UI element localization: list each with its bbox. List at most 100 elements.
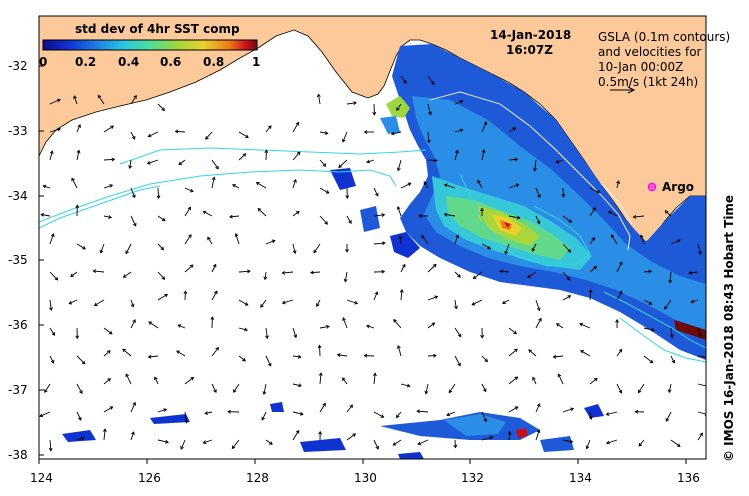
velocity-arrow-head	[381, 213, 386, 218]
velocity-arrow-head	[457, 274, 461, 278]
velocity-arrow	[184, 411, 188, 423]
velocity-arrow	[49, 99, 61, 105]
velocity-arrow-head	[366, 159, 371, 164]
colorbar-tick: 0.6	[160, 55, 181, 69]
velocity-arrow	[528, 349, 537, 357]
velocity-arrow	[423, 181, 429, 189]
velocity-arrow-head	[591, 236, 595, 241]
velocity-arrow	[319, 403, 326, 413]
velocity-arrow-head	[390, 131, 395, 136]
velocity-arrow-head	[457, 333, 462, 338]
lat-tick-label: -37	[8, 383, 28, 397]
velocity-arrow-head	[281, 270, 286, 275]
velocity-arrow-head	[180, 446, 184, 450]
velocity-arrow-head	[527, 274, 531, 279]
colorbar-tick: 0.8	[203, 55, 224, 69]
velocity-arrow-head	[132, 222, 137, 227]
velocity-arrow-head	[215, 346, 219, 351]
velocity-arrow	[238, 327, 248, 331]
velocity-arrow	[292, 122, 299, 133]
velocity-arrow-head	[396, 344, 401, 349]
velocity-arrow	[400, 289, 403, 301]
velocity-arrow-head	[688, 270, 693, 275]
velocity-arrow	[100, 243, 105, 253]
velocity-arrow-head	[481, 149, 486, 153]
velocity-arrow	[562, 215, 572, 223]
velocity-arrow	[427, 103, 432, 115]
velocity-arrow-head	[477, 179, 481, 184]
velocity-arrow-head	[299, 411, 304, 416]
velocity-arrow	[157, 103, 165, 111]
velocity-arrow	[697, 327, 702, 338]
velocity-arrow	[211, 290, 218, 301]
velocity-arrow	[400, 182, 411, 189]
velocity-arrow	[562, 243, 571, 253]
velocity-arrow	[319, 325, 330, 329]
velocity-arrow-head	[366, 324, 370, 329]
velocity-arrow-head	[676, 239, 681, 243]
velocity-arrow-head	[448, 389, 453, 394]
velocity-arrow-head	[325, 190, 330, 194]
velocity-arrow	[238, 299, 249, 306]
velocity-arrow	[535, 429, 540, 441]
velocity-arrow	[238, 153, 246, 161]
velocity-arrows	[39, 75, 706, 452]
velocity-arrow-head	[608, 210, 612, 215]
velocity-arrow	[157, 215, 166, 222]
velocity-arrow	[396, 103, 402, 111]
velocity-arrow-head	[396, 107, 400, 112]
velocity-arrow-head	[472, 275, 477, 280]
velocity-arrow	[76, 383, 83, 394]
gsla-note: GSLA (0.1m contours) and velocities for …	[598, 30, 730, 94]
velocity-arrow	[292, 151, 301, 161]
velocity-arrow	[508, 348, 518, 357]
velocity-arrow-head	[97, 94, 102, 99]
velocity-arrow	[586, 439, 591, 449]
velocity-arrow-head	[92, 269, 97, 274]
colorbar-title: std dev of 4hr SST comp	[75, 22, 240, 36]
velocity-arrow	[319, 187, 330, 194]
velocity-arrow-head	[399, 289, 404, 293]
velocity-arrow-head	[649, 359, 654, 364]
velocity-arrow-head	[51, 332, 55, 336]
velocity-arrow	[535, 187, 541, 198]
velocity-arrow-head	[80, 436, 85, 441]
velocity-arrow-head	[79, 390, 83, 394]
velocity-arrow-head	[260, 304, 264, 308]
velocity-arrow	[207, 237, 213, 245]
velocity-arrow-head	[670, 334, 674, 339]
velocity-arrow	[319, 131, 328, 134]
velocity-arrow-head	[569, 439, 574, 444]
velocity-arrow-head	[570, 407, 575, 412]
velocity-arrow	[562, 408, 574, 413]
velocity-arrow	[211, 383, 217, 393]
velocity-arrow	[373, 373, 376, 385]
velocity-arrow	[508, 127, 516, 133]
lon-tick-label: 130	[354, 471, 377, 485]
velocity-arrow-head	[489, 435, 494, 440]
colorbar-tick: 0	[39, 55, 47, 69]
velocity-arrow	[580, 350, 591, 357]
velocity-arrow	[400, 75, 407, 84]
velocity-arrow	[373, 291, 378, 301]
velocity-arrow-head	[147, 133, 152, 138]
velocity-arrow	[292, 430, 300, 441]
velocity-arrow-head	[99, 249, 104, 254]
velocity-arrow-head	[233, 389, 237, 393]
velocity-arrow-head	[108, 215, 113, 219]
velocity-arrow-head	[431, 81, 435, 86]
velocity-arrow-head	[618, 389, 623, 394]
velocity-arrow-head	[671, 359, 676, 364]
velocity-arrow-head	[54, 276, 59, 281]
velocity-arrow-head	[234, 233, 239, 237]
velocity-arrow-head	[164, 293, 169, 298]
velocity-arrow	[689, 271, 699, 274]
velocity-arrow-head	[353, 101, 357, 106]
gsla-contour-white	[429, 91, 631, 251]
velocity-arrow-head	[618, 348, 623, 353]
velocity-arrow-head	[257, 208, 262, 212]
velocity-arrow	[103, 429, 106, 441]
velocity-arrow	[103, 350, 111, 357]
velocity-arrow-head	[188, 234, 192, 238]
